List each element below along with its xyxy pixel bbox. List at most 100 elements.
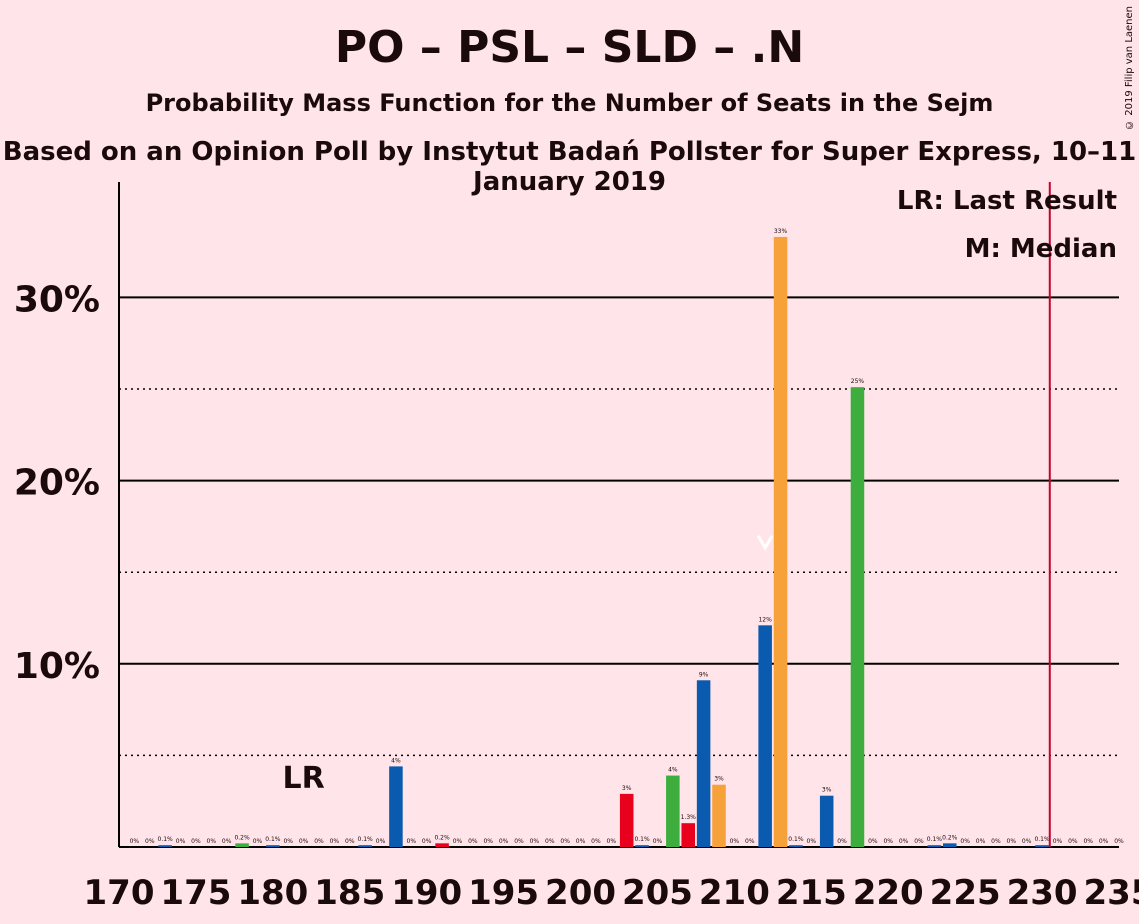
- bar-label: 0%: [422, 838, 432, 845]
- bar-label: 25%: [851, 378, 865, 385]
- bar: [712, 784, 726, 847]
- chart-subtitle: Probability Mass Function for the Number…: [145, 89, 994, 117]
- bar-label: 33%: [774, 228, 788, 235]
- legend-entry: LR: Last Result: [897, 186, 1117, 216]
- bar-label: 3%: [714, 776, 724, 783]
- bar: [619, 793, 634, 847]
- last-result-label: LR: [283, 761, 325, 796]
- chart-source: Based on an Opinion Poll by Instytut Bad…: [2, 137, 1137, 197]
- bar-label: 0.2%: [942, 834, 958, 841]
- bar-label: 0.1%: [265, 836, 281, 843]
- bar-label: 0%: [499, 838, 509, 845]
- bar-label: 0%: [560, 838, 570, 845]
- bar-label: 0%: [960, 838, 970, 845]
- bar-label: 12%: [758, 616, 772, 623]
- x-tick-label: 170: [84, 873, 155, 913]
- y-tick-label: 10%: [14, 646, 100, 687]
- bar: [927, 845, 942, 847]
- bar-label: 0%: [607, 838, 617, 845]
- bar-label: 0%: [1053, 838, 1063, 845]
- chart-title: PO – PSL – SLD – .N: [334, 22, 805, 73]
- bar: [850, 387, 865, 847]
- bar-label: 0%: [591, 838, 601, 845]
- bar-label: 9%: [699, 671, 709, 678]
- bar-label: 0%: [1068, 838, 1078, 845]
- bar-label: 0%: [653, 838, 663, 845]
- x-tick-label: 210: [699, 873, 770, 913]
- bar-label: 0%: [407, 838, 417, 845]
- bar: [789, 845, 803, 847]
- bar-label: 0%: [283, 838, 293, 845]
- bar-label: 0%: [130, 838, 140, 845]
- bar-label: 0%: [899, 838, 909, 845]
- bar-label: 0%: [868, 838, 878, 845]
- bar-label: 0%: [1099, 838, 1109, 845]
- bar-label: 0%: [483, 838, 493, 845]
- bar-label: 0%: [253, 838, 263, 845]
- y-tick-label: 20%: [14, 463, 100, 504]
- bar: [681, 823, 695, 847]
- bar-label: 0.1%: [788, 836, 804, 843]
- bar-label: 4%: [668, 767, 678, 774]
- bar-label: 0%: [837, 838, 847, 845]
- bar: [773, 236, 788, 848]
- x-tick-label: 180: [237, 873, 308, 913]
- bar-label: 0%: [453, 838, 463, 845]
- bar: [758, 625, 772, 847]
- bar-label: 0%: [530, 838, 540, 845]
- bar-label: 0%: [207, 838, 217, 845]
- bar-label: 0.1%: [158, 836, 174, 843]
- bar: [819, 795, 834, 847]
- bar: [666, 775, 680, 847]
- bar-label: 0%: [807, 838, 817, 845]
- bar-label: 0%: [545, 838, 555, 845]
- bar-label: 0%: [176, 838, 186, 845]
- x-tick-label: 215: [776, 873, 847, 913]
- bar-label: 0%: [314, 838, 324, 845]
- bar-label: 0.2%: [234, 834, 250, 841]
- bar-label: 0%: [191, 838, 201, 845]
- bar: [635, 845, 649, 847]
- bar-label: 0.1%: [634, 836, 650, 843]
- bar-label: 0%: [222, 838, 232, 845]
- bar-label: 0%: [1083, 838, 1093, 845]
- x-tick-label: 235: [1084, 873, 1139, 913]
- bar: [235, 843, 249, 847]
- bar: [1035, 845, 1049, 847]
- bar-label: 0%: [330, 838, 340, 845]
- bar-label: 4%: [391, 757, 401, 764]
- bar-label: 1.3%: [681, 814, 697, 821]
- x-tick-label: 220: [853, 873, 924, 913]
- x-tick-label: 175: [160, 873, 231, 913]
- bar-label: 0.1%: [358, 836, 374, 843]
- bar-label: 0%: [745, 838, 755, 845]
- x-tick-label: 190: [391, 873, 462, 913]
- bar: [358, 845, 372, 847]
- x-tick-label: 195: [468, 873, 539, 913]
- bar-label: 0%: [976, 838, 986, 845]
- x-tick-label: 205: [622, 873, 693, 913]
- bar-label: 0%: [883, 838, 893, 845]
- bar: [266, 845, 280, 847]
- x-tick-label: 230: [1007, 873, 1078, 913]
- bar: [389, 766, 403, 847]
- bar: [943, 843, 957, 847]
- x-tick-label: 200: [545, 873, 616, 913]
- bar-label: 0.1%: [1034, 836, 1050, 843]
- bar-label: 0%: [1007, 838, 1017, 845]
- x-tick-label: 185: [314, 873, 385, 913]
- x-tick-label: 225: [930, 873, 1001, 913]
- bar-label: 0%: [145, 838, 155, 845]
- median-marker: [756, 534, 774, 551]
- bar: [435, 843, 449, 847]
- bar-label: 0%: [730, 838, 740, 845]
- bar-label: 0%: [914, 838, 924, 845]
- y-tick-label: 30%: [14, 279, 100, 320]
- bar: [696, 680, 711, 847]
- bar-label: 0%: [376, 838, 386, 845]
- bar-label: 0%: [991, 838, 1001, 845]
- bar-label: 0%: [576, 838, 586, 845]
- bar-label: 3%: [822, 787, 832, 794]
- bar-label: 0%: [514, 838, 524, 845]
